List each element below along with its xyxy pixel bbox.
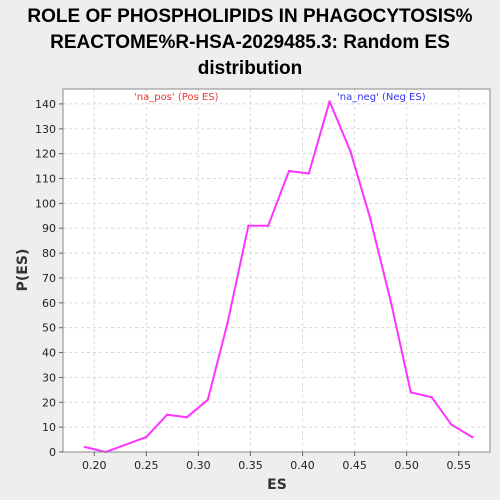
data-point — [450, 423, 452, 425]
data-point — [308, 172, 310, 174]
x-tick-label: 0.45 — [342, 459, 367, 472]
x-tick-label: 0.30 — [186, 459, 211, 472]
y-tick-label: 110 — [35, 173, 56, 186]
y-tick-label: 50 — [42, 322, 56, 335]
y-tick-label: 80 — [42, 247, 56, 260]
y-tick-label: 30 — [42, 371, 56, 384]
data-point — [186, 416, 188, 418]
y-tick-label: 120 — [35, 148, 56, 161]
x-axis-title: ES — [267, 477, 287, 493]
data-point — [471, 436, 473, 438]
y-tick-label: 70 — [42, 272, 56, 285]
data-point — [247, 225, 249, 227]
y-tick-label: 20 — [42, 396, 56, 409]
x-tick-label: 0.50 — [394, 459, 419, 472]
x-tick-label: 0.35 — [238, 459, 263, 472]
legend-neg-label: 'na_neg' (Neg ES) — [337, 92, 426, 103]
y-tick-label: 0 — [49, 446, 56, 459]
data-point — [166, 414, 168, 416]
data-point — [328, 100, 330, 102]
plot-area — [63, 89, 490, 452]
data-point — [84, 446, 86, 448]
data-point — [390, 302, 392, 304]
data-point — [267, 225, 269, 227]
y-axis-title: P(ES) — [15, 249, 31, 292]
data-point — [410, 391, 412, 393]
y-tick-label: 90 — [42, 222, 56, 235]
y-tick-label: 60 — [42, 297, 56, 310]
data-point — [349, 150, 351, 152]
x-tick-label: 0.20 — [82, 459, 107, 472]
data-point — [430, 396, 432, 398]
y-tick-label: 100 — [35, 197, 56, 210]
y-tick-label: 130 — [35, 123, 56, 136]
x-tick-label: 0.40 — [290, 459, 315, 472]
y-tick-label: 140 — [35, 98, 56, 111]
y-tick-label: 10 — [42, 421, 56, 434]
legend-pos-label: 'na_pos' (Pos ES) — [134, 92, 219, 103]
x-tick-label: 0.25 — [134, 459, 159, 472]
data-point — [207, 399, 209, 401]
data-point — [145, 436, 147, 438]
x-tick-label: 0.55 — [447, 459, 472, 472]
y-tick-label: 40 — [42, 347, 56, 360]
data-point — [226, 322, 228, 324]
data-point — [288, 170, 290, 172]
data-point — [369, 217, 371, 219]
